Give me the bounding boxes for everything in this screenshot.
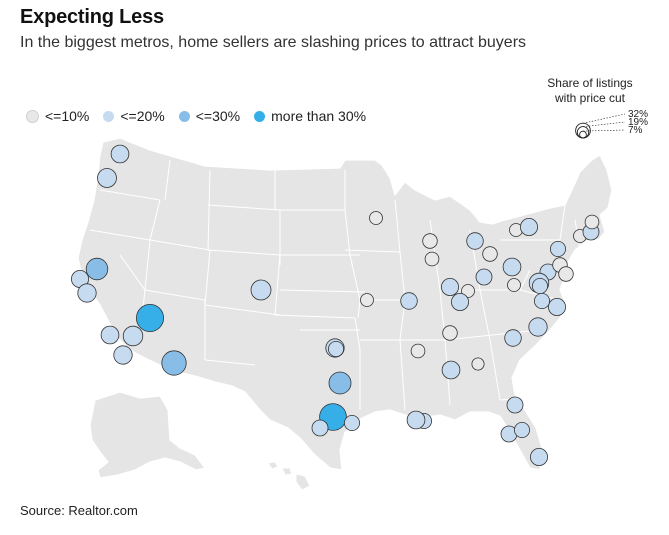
metro-bubble — [311, 419, 329, 437]
metro-bubble — [530, 447, 549, 466]
metro-bubble — [506, 396, 524, 414]
alaska-shape — [89, 391, 207, 479]
legend-item: <=30% — [178, 108, 241, 124]
metro-bubble — [482, 246, 498, 262]
metro-bubble — [135, 303, 164, 332]
metro-bubble — [514, 421, 531, 438]
metro-bubble — [534, 292, 551, 309]
metro-bubble — [85, 257, 109, 281]
size-legend-leader — [582, 121, 626, 127]
source-note: Source: Realtor.com — [20, 503, 138, 518]
metro-bubble — [504, 329, 522, 347]
metro-bubble — [441, 360, 461, 380]
land-layer — [77, 137, 613, 491]
size-legend-leader — [582, 129, 626, 132]
metro-bubble — [502, 257, 522, 277]
size-legend-label: 19% — [628, 117, 648, 128]
metro-bubble — [410, 343, 426, 359]
metro-bubble — [100, 325, 120, 345]
metro-bubble — [440, 277, 459, 296]
legend-swatch — [103, 110, 115, 122]
size-legend-leader — [582, 113, 626, 124]
metro-bubble — [161, 350, 187, 376]
metro-bubble — [250, 279, 272, 301]
metro-bubble — [122, 325, 144, 347]
legend-label: <=30% — [195, 108, 241, 124]
chart-subtitle: In the biggest metros, home sellers are … — [20, 34, 527, 51]
metro-bubble — [328, 371, 352, 395]
metro-bubble — [327, 340, 344, 357]
chart-title: Expecting Less — [20, 6, 164, 28]
metro-bubble — [97, 168, 117, 188]
metro-bubble — [532, 277, 549, 294]
metro-bubble — [113, 345, 133, 365]
metro-bubble — [507, 278, 521, 292]
metro-bubble — [77, 283, 97, 303]
metro-bubble — [360, 293, 374, 307]
legend-label: more than 30% — [271, 108, 367, 124]
metro-bubble — [406, 410, 426, 430]
size-legend-label: 7% — [628, 125, 643, 136]
metro-bubble — [558, 266, 574, 282]
size-legend-label: 32% — [628, 109, 648, 120]
metro-bubble — [471, 357, 485, 371]
metro-bubble — [528, 317, 548, 337]
metro-bubble — [422, 233, 438, 249]
legend-label: <=20% — [120, 108, 165, 124]
color-legend: <=10% <=20% <=30% more than 30% — [26, 108, 366, 124]
legend-swatch — [26, 109, 39, 123]
metro-bubble — [450, 292, 469, 311]
size-legend: Share of listings with price cut 32% 19%… — [525, 76, 655, 139]
size-legend-title: Share of listings — [547, 76, 633, 90]
legend-swatch — [254, 110, 266, 122]
metro-bubble — [343, 414, 360, 431]
metro-bubble — [548, 297, 567, 316]
metro-bubble — [520, 217, 539, 236]
metro-bubble — [584, 214, 600, 230]
metro-bubble — [110, 144, 130, 164]
metro-bubble — [400, 292, 418, 310]
size-legend-circle — [579, 130, 587, 139]
metro-bubble — [442, 325, 458, 341]
metro-bubbles — [71, 144, 600, 466]
metro-bubble — [424, 251, 440, 267]
legend-label: <=10% — [45, 108, 90, 124]
metro-bubble — [461, 284, 475, 298]
legend-item: <=20% — [103, 108, 165, 124]
legend-swatch — [178, 110, 190, 122]
metro-bubble — [369, 211, 383, 225]
size-legend-subtitle: with price cut — [554, 91, 626, 105]
metro-bubble — [550, 240, 567, 257]
hawaii-shape — [267, 461, 311, 491]
size-legend-circles: 32% 19% 7% — [575, 109, 648, 139]
legend-item: <=10% — [26, 108, 89, 124]
metro-bubble — [466, 232, 484, 250]
legend-item: more than 30% — [254, 108, 366, 124]
metro-bubble — [475, 268, 493, 286]
